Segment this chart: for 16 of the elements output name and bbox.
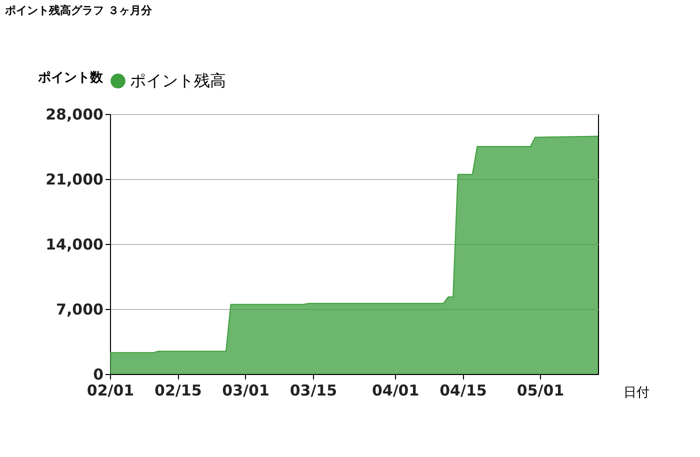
x-tick-label: 02/15: [154, 382, 202, 400]
x-tick-label: 05/01: [516, 382, 564, 400]
x-tick-label: 03/01: [222, 382, 270, 400]
x-tick-label: 03/15: [290, 382, 338, 400]
y-tick-label: 21,000: [46, 170, 104, 188]
y-axis-title: ポイント数: [37, 70, 104, 86]
y-tick-label: 14,000: [46, 236, 104, 254]
legend-label: ポイント残高: [130, 71, 226, 90]
chart-title: ポイント残高グラフ ３ヶ月分: [4, 4, 153, 17]
x-tick-label: 04/15: [440, 382, 487, 400]
y-tick-label: 28,000: [46, 106, 104, 124]
y-tick-label: 7,000: [56, 300, 104, 318]
x-tick-label: 02/01: [86, 382, 134, 400]
x-axis-title: 日付: [624, 386, 650, 400]
x-tick-label: 04/01: [372, 382, 420, 400]
y-tick-label: 0: [93, 366, 104, 384]
